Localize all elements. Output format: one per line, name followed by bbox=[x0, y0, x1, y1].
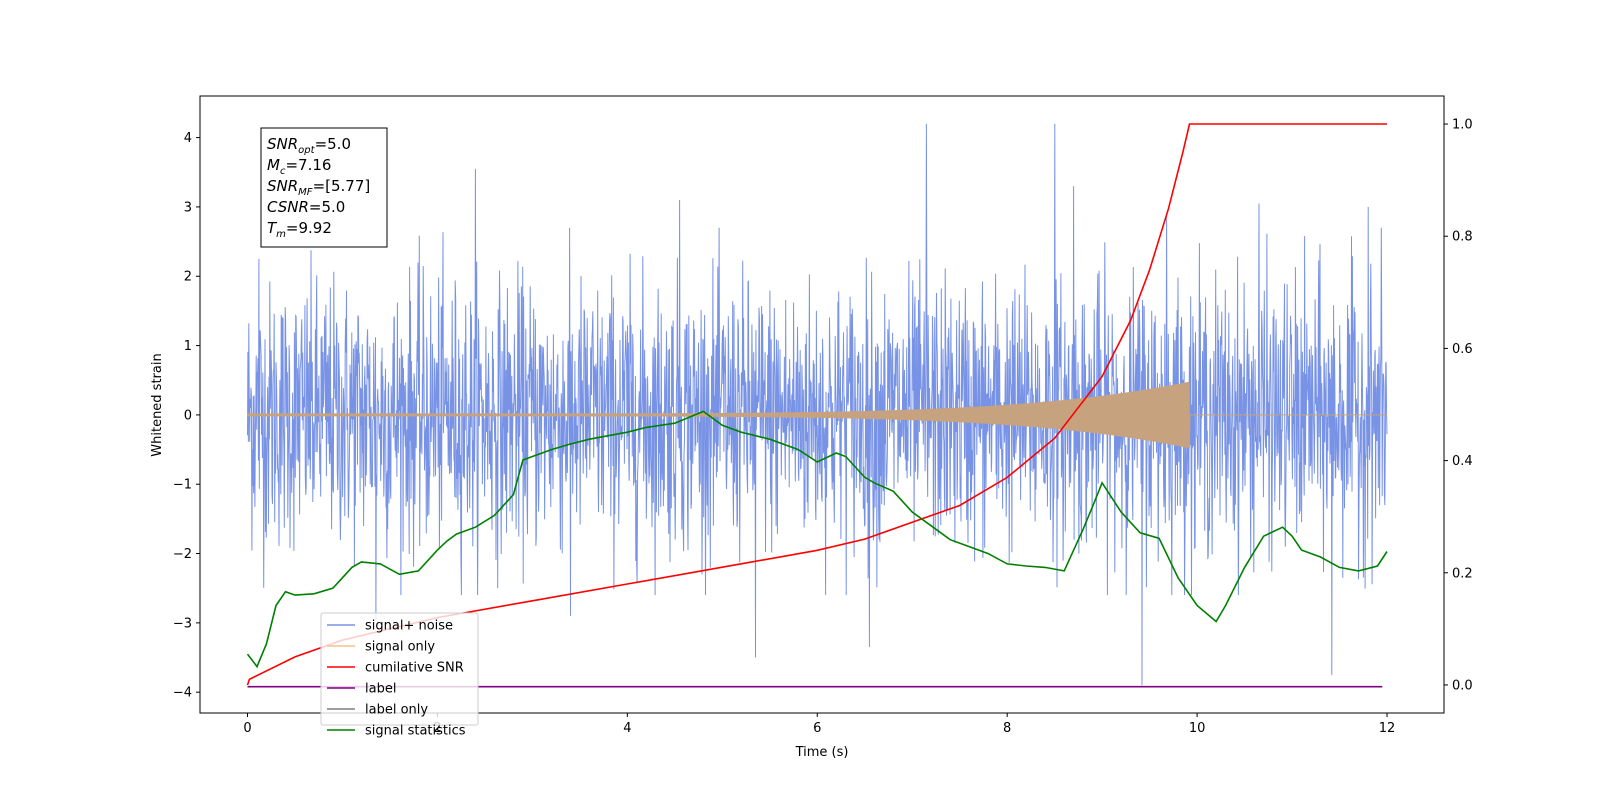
annotation-line: Mc=7.16 bbox=[267, 156, 331, 177]
y-tick-label: 4 bbox=[184, 131, 192, 146]
y-tick-label: 1 bbox=[184, 339, 192, 354]
legend-label: label bbox=[365, 682, 396, 697]
y2-tick-label: 0.4 bbox=[1452, 454, 1473, 469]
annotation-line: SNRopt=5.0 bbox=[267, 135, 351, 156]
annotation-frame bbox=[260, 127, 388, 248]
x-tick-label: 0 bbox=[243, 721, 251, 736]
annotation-line: Tm=9.92 bbox=[267, 219, 332, 240]
series-layer bbox=[246, 123, 1388, 688]
y-axis-label: Whitened strain bbox=[150, 353, 165, 456]
y-tick-label: −3 bbox=[173, 616, 192, 631]
legend-label: cumilative SNR bbox=[365, 661, 464, 676]
series-signal-statistics bbox=[246, 410, 1388, 669]
y-tick-label: 2 bbox=[184, 270, 192, 285]
legend: signal+ noise signal only cumilative SNR la… bbox=[320, 612, 479, 739]
x-axis-label: Time (s) bbox=[795, 745, 849, 760]
y-tick-label: −4 bbox=[173, 686, 192, 701]
x-tick-label: 10 bbox=[1189, 721, 1206, 736]
plot-frame bbox=[199, 95, 1445, 714]
y2-tick-label: 0.2 bbox=[1452, 566, 1473, 581]
legend-label: label only bbox=[365, 703, 428, 718]
legend-label: signal only bbox=[365, 640, 435, 655]
x-tick-label: 2 bbox=[433, 721, 441, 736]
annotation-line: CSNR=5.0 bbox=[267, 198, 345, 216]
annotation-line: SNRMF=[5.77] bbox=[267, 177, 370, 198]
series-signal-noise bbox=[247, 123, 1388, 686]
legend-frame bbox=[320, 612, 479, 726]
x-tick-label: 12 bbox=[1379, 721, 1396, 736]
y2-tick-label: 1.0 bbox=[1452, 118, 1473, 133]
y-tick-label: −2 bbox=[173, 547, 192, 562]
x-tick-label: 8 bbox=[1003, 721, 1011, 736]
y2-tick-label: 0.8 bbox=[1452, 230, 1473, 245]
y-tick-label: 0 bbox=[184, 408, 192, 423]
y2-tick-label: 0.6 bbox=[1452, 342, 1473, 357]
y-tick-label: 3 bbox=[184, 200, 192, 215]
series-signal-only bbox=[247, 381, 1387, 449]
legend-label: signal statistics bbox=[365, 724, 466, 739]
y-tick-label: −1 bbox=[173, 478, 192, 493]
x-tick-label: 6 bbox=[813, 721, 821, 736]
x-tick-label: 4 bbox=[623, 721, 631, 736]
legend-label: signal+ noise bbox=[365, 619, 453, 634]
y2-tick-label: 0.0 bbox=[1452, 678, 1473, 693]
